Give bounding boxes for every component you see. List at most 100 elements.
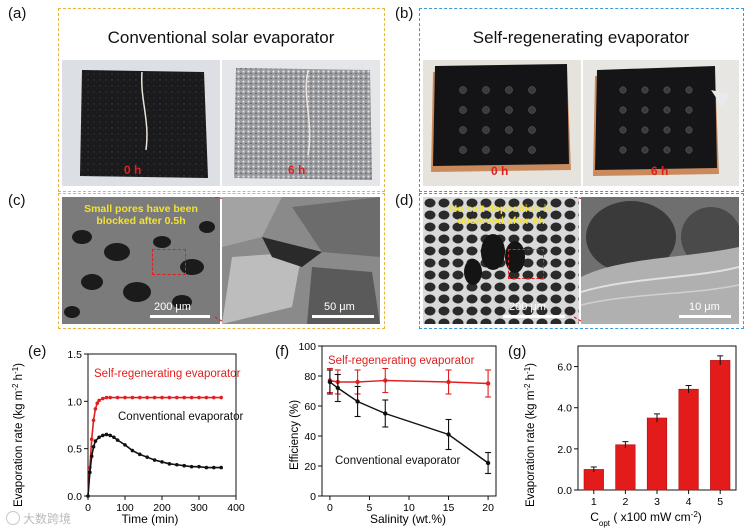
chart-f-xtick-label: 10 bbox=[403, 502, 415, 514]
chart-e-xtick-label: 200 bbox=[153, 502, 171, 514]
zoom-connector-d bbox=[574, 197, 585, 324]
chart-e-point bbox=[101, 396, 105, 401]
watermark-icon bbox=[6, 511, 20, 525]
sem-annotation-d: No salt deposition is observed after 6h bbox=[423, 203, 579, 227]
watermark-text: 大数跨境 bbox=[23, 512, 72, 526]
chart-g-ytick-label: 0.0 bbox=[557, 485, 572, 497]
panel-label-e: (e) bbox=[28, 343, 47, 360]
chart-g-xtick-label: 1 bbox=[591, 496, 597, 508]
scale-bar-d-right bbox=[679, 315, 731, 318]
chart-f-point bbox=[485, 460, 491, 466]
sem-annotation-c: Small pores have been blocked after 0.5h bbox=[62, 203, 220, 227]
chart-e-point bbox=[182, 463, 186, 468]
chart-e-point bbox=[167, 395, 172, 400]
sem-conventional-low-mag: Small pores have been blocked after 0.5h… bbox=[62, 197, 220, 324]
chart-e-point bbox=[104, 395, 109, 400]
chart-g: Evaporation rate (kg m-2 h-1) Copt ( x10… bbox=[523, 345, 737, 528]
zoom-box-c bbox=[152, 249, 186, 275]
chart-e-point bbox=[101, 433, 105, 438]
chart-e-point bbox=[93, 439, 98, 443]
chart-e-point bbox=[204, 465, 209, 470]
chart-g-bar-2 bbox=[615, 444, 636, 491]
chart-e-point bbox=[89, 454, 94, 459]
chart-f-point bbox=[485, 381, 491, 386]
panel-c-frame bbox=[58, 193, 385, 329]
photo-conventional-0h: 0 h bbox=[62, 60, 220, 186]
chart-f-point bbox=[383, 378, 388, 383]
chart-e-ytick-label: 1.5 bbox=[67, 349, 82, 361]
chart-e-point bbox=[138, 395, 142, 400]
chart-e-ytick-label: 0.5 bbox=[67, 444, 82, 456]
chart-e-point bbox=[212, 395, 216, 400]
chart-e-ytick-label: 0.0 bbox=[67, 491, 82, 503]
chart-g-xlabel: Copt ( x100 mW cm-2) bbox=[590, 510, 702, 528]
chart-e-point bbox=[115, 395, 120, 400]
chart-e-point bbox=[175, 395, 179, 400]
zoom-box-d bbox=[508, 249, 544, 279]
chart-f-point bbox=[355, 399, 360, 404]
zoom-connector-c bbox=[215, 197, 226, 324]
chart-g-ytick-label: 2.0 bbox=[557, 444, 572, 456]
chart-f-xtick-label: 20 bbox=[482, 502, 494, 514]
chart-g-ytick-label: 4.0 bbox=[557, 403, 572, 415]
sem-selfregen-high-mag-image bbox=[581, 197, 739, 324]
sem-conventional-high-mag: 50 μm bbox=[222, 197, 380, 324]
sem-selfregen-high-mag: 10 μm bbox=[581, 197, 739, 324]
sem-selfregen-low-mag-image bbox=[423, 197, 579, 324]
chart-e-xlabel: Time (min) bbox=[122, 512, 179, 526]
chart-f-xtick-label: 15 bbox=[443, 502, 455, 514]
chart-g-xtick-label: 3 bbox=[654, 496, 660, 508]
chart-e-point bbox=[204, 395, 209, 400]
chart-e-point bbox=[91, 444, 96, 449]
watermark: 大数跨境 bbox=[6, 510, 71, 527]
chart-e-xtick-label: 0 bbox=[85, 502, 91, 514]
sem-annotation-c-line2: blocked after 0.5h bbox=[96, 215, 186, 227]
chart-f-point bbox=[446, 432, 451, 437]
chart-g-xtick-label: 2 bbox=[622, 496, 628, 508]
chart-f-label-conventional: Conventional evaporator bbox=[335, 455, 460, 467]
chart-g-bar-1 bbox=[583, 469, 604, 491]
chart-f-point bbox=[327, 379, 333, 385]
chart-e-point bbox=[175, 462, 179, 467]
panel-label-b: (b) bbox=[395, 5, 414, 22]
chart-f-ytick-label: 80 bbox=[304, 371, 316, 383]
chart-f-point bbox=[383, 411, 388, 416]
chart-f-xlabel: Salinity (wt.%) bbox=[370, 512, 446, 526]
chart-f-ytick-label: 0 bbox=[310, 491, 316, 503]
chart-e-label-self-regenerating: Self-regenerating evaporator bbox=[94, 368, 241, 380]
panel-label-c: (c) bbox=[8, 192, 26, 209]
sem-selfregen-low-mag: No salt deposition is observed after 6h … bbox=[423, 197, 579, 324]
chart-f-ytick-label: 60 bbox=[304, 401, 316, 413]
chart-e-point bbox=[167, 462, 172, 466]
chart-e-point bbox=[189, 395, 194, 400]
chart-e: Evaporation rate (kg m-2 h-1) Time (min)… bbox=[11, 349, 245, 526]
chart-e-ytick-label: 1.0 bbox=[67, 396, 82, 408]
chart-e-xtick-label: 100 bbox=[116, 502, 134, 514]
chart-e-point bbox=[145, 395, 149, 400]
chart-g-bar-4 bbox=[678, 388, 699, 491]
chart-e-point bbox=[219, 465, 223, 470]
chart-e-point bbox=[108, 433, 112, 438]
chart-e-point bbox=[89, 437, 94, 441]
photo-selfregen-6h: 6 h bbox=[583, 60, 739, 186]
chart-g-ytick-label: 6.0 bbox=[557, 362, 572, 374]
panel-b-title: Self-regenerating evaporator bbox=[472, 28, 690, 47]
chart-e-point bbox=[123, 443, 127, 447]
chart-f-series-self-regenerating-line bbox=[329, 379, 489, 385]
time-label-a-6h: 6 h bbox=[288, 163, 306, 177]
chart-e-ylabel: Evaporation rate (kg m-2 h-1) bbox=[11, 363, 26, 507]
chart-e-point bbox=[104, 432, 109, 437]
chart-e-point bbox=[93, 407, 98, 411]
chart-e-point bbox=[197, 464, 201, 469]
chart-f: Efficiency (%) Salinity (wt.%) Self-rege… bbox=[289, 341, 497, 526]
scale-label-d-left: 200 μm bbox=[509, 301, 546, 313]
photo-conventional-6h: 6 h bbox=[222, 60, 380, 186]
panel-label-f: (f) bbox=[275, 343, 290, 360]
chart-e-point bbox=[138, 452, 142, 457]
photo-selfregen-6h-image bbox=[583, 60, 739, 186]
time-label-b-0h: 0 h bbox=[491, 164, 509, 178]
chart-f-ylabel: Efficiency (%) bbox=[289, 400, 301, 470]
chart-e-point bbox=[160, 395, 164, 400]
chart-e-point bbox=[189, 464, 194, 469]
photo-conventional-6h-image bbox=[222, 60, 380, 186]
